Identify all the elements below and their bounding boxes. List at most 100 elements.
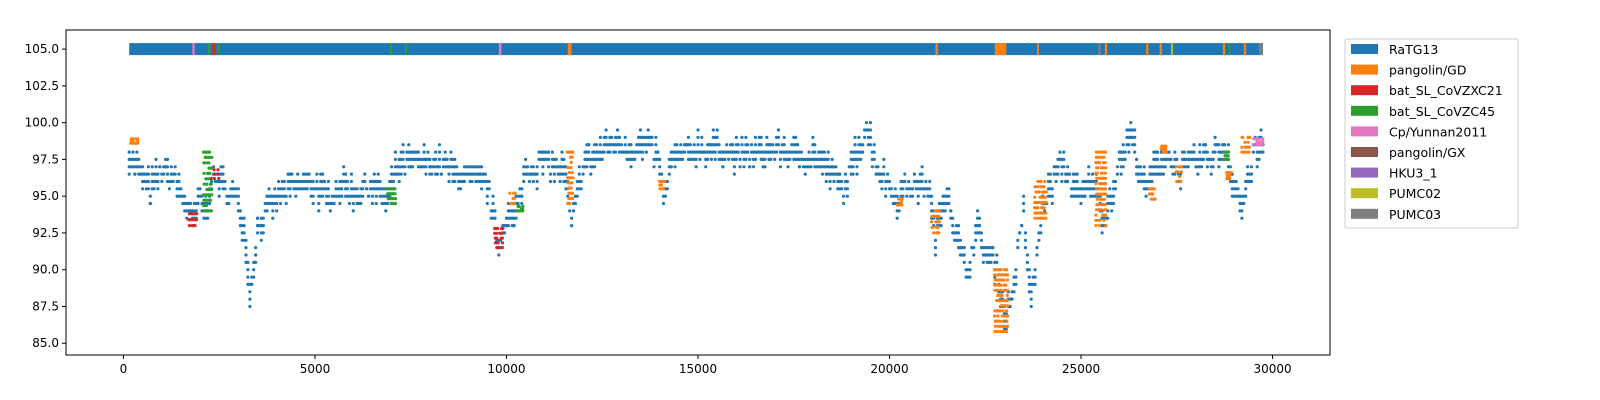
data-point-pangolin-gd <box>937 220 942 224</box>
data-point-ratg13 <box>706 157 710 161</box>
data-point-ratg13 <box>1236 187 1240 191</box>
data-point-ratg13 <box>541 165 545 169</box>
data-point-ratg13 <box>374 194 378 198</box>
data-point-ratg13 <box>845 187 850 191</box>
y-tick-label: 97.5 <box>32 152 59 166</box>
data-point-pangolin-gd <box>1240 145 1244 149</box>
data-point-ratg13 <box>751 165 756 169</box>
data-point-pangolin-gd <box>1104 166 1108 170</box>
data-point-ratg13 <box>1255 165 1259 169</box>
data-point-ratg13 <box>137 157 141 161</box>
data-point-pangolin-gd <box>993 273 997 277</box>
data-point-ratg13 <box>424 165 428 169</box>
data-point-pangolin-gd <box>513 191 517 195</box>
data-point-pangolin-gd <box>568 196 573 200</box>
data-point-bat-sl-covzc45 <box>210 193 214 197</box>
data-point-pangolin-gd <box>993 268 998 272</box>
data-point-ratg13 <box>152 187 156 191</box>
data-point-ratg13 <box>1133 150 1137 154</box>
x-tick-label: 20000 <box>870 362 908 376</box>
data-point-ratg13 <box>177 172 181 176</box>
data-point-pangolin-gd <box>1100 171 1104 175</box>
data-point-ratg13 <box>221 172 225 176</box>
data-point-ratg13 <box>349 172 353 176</box>
data-point-ratg13 <box>223 187 227 191</box>
data-point-ratg13 <box>1211 157 1215 161</box>
data-point-bat-sl-covzc45 <box>203 161 207 165</box>
data-point-ratg13 <box>422 150 426 154</box>
data-point-ratg13 <box>282 179 286 184</box>
data-point-ratg13 <box>968 260 972 264</box>
data-point-ratg13 <box>683 150 687 154</box>
data-point-ratg13 <box>1060 172 1064 176</box>
data-point-ratg13 <box>947 194 951 198</box>
data-point-ratg13 <box>1022 194 1026 198</box>
data-point-ratg13 <box>916 194 920 198</box>
data-point-ratg13 <box>275 201 279 206</box>
data-point-pangolin-gd <box>1006 304 1010 308</box>
band-segment-pangolin-gd <box>1146 43 1149 56</box>
data-point-ratg13 <box>956 231 961 235</box>
data-point-ratg13 <box>1062 165 1066 169</box>
data-point-ratg13 <box>977 216 982 220</box>
data-point-pangolin-gd <box>1043 195 1047 199</box>
data-point-ratg13 <box>480 165 484 169</box>
data-point-ratg13 <box>570 216 574 220</box>
data-point-ratg13 <box>694 165 698 169</box>
data-point-ratg13 <box>416 150 420 154</box>
data-point-ratg13 <box>1113 187 1118 191</box>
data-point-ratg13 <box>694 157 698 161</box>
data-point-ratg13 <box>842 194 846 198</box>
data-point-pangolin-gd <box>1039 179 1043 184</box>
data-point-pangolin-gd <box>1094 213 1098 217</box>
data-point-pangolin-gd <box>1043 179 1047 184</box>
data-point-ratg13 <box>989 260 993 264</box>
data-point-ratg13 <box>179 187 183 191</box>
data-point-ratg13 <box>1087 165 1091 169</box>
data-point-ratg13 <box>403 172 407 176</box>
data-point-ratg13 <box>1169 157 1173 161</box>
data-point-ratg13 <box>430 172 434 176</box>
legend-label: PUMC03 <box>1389 207 1441 222</box>
data-point-ratg13 <box>776 143 781 147</box>
legend-label: pangolin/GD <box>1389 63 1467 78</box>
data-point-ratg13 <box>548 179 553 184</box>
data-point-ratg13 <box>776 128 781 132</box>
data-point-bat-sl-covzc45 <box>208 198 213 202</box>
data-point-ratg13 <box>254 260 258 264</box>
data-point-ratg13 <box>725 143 729 147</box>
data-point-ratg13 <box>721 165 725 169</box>
data-point-ratg13 <box>893 187 897 191</box>
data-point-ratg13 <box>223 179 227 184</box>
data-point-ratg13 <box>370 194 374 198</box>
data-point-pangolin-gd <box>993 283 997 287</box>
data-point-ratg13 <box>1196 172 1200 176</box>
data-point-pangolin-gd <box>508 201 512 206</box>
data-point-bat-sl-covzxc21 <box>212 172 217 176</box>
data-point-ratg13 <box>390 165 394 169</box>
data-point-ratg13 <box>797 165 802 169</box>
data-point-pangolin-gd <box>1037 190 1041 194</box>
data-point-pangolin-gd <box>1036 206 1040 210</box>
data-point-ratg13 <box>740 143 744 147</box>
data-point-ratg13 <box>236 187 240 191</box>
y-tick-label: 100.0 <box>25 116 59 130</box>
data-point-ratg13 <box>328 209 332 213</box>
data-point-pangolin-gd <box>996 314 1000 318</box>
data-point-ratg13 <box>824 179 828 184</box>
data-point-pangolin-gd <box>1102 197 1106 201</box>
data-point-ratg13 <box>788 157 792 161</box>
data-point-pangolin-gd <box>1036 216 1040 220</box>
data-point-ratg13 <box>244 238 248 242</box>
data-point-pangolin-gd <box>1041 216 1045 220</box>
data-point-ratg13 <box>842 201 846 206</box>
data-point-ratg13 <box>1135 157 1139 161</box>
data-point-ratg13 <box>552 172 557 176</box>
data-point-bat-sl-covzc45 <box>204 150 208 154</box>
data-point-ratg13 <box>311 201 315 206</box>
data-point-pangolin-gd <box>1094 150 1098 154</box>
data-point-ratg13 <box>135 150 139 154</box>
data-point-ratg13 <box>1115 165 1119 169</box>
data-point-ratg13 <box>623 143 627 147</box>
data-point-bat-sl-covzc45 <box>202 171 206 175</box>
